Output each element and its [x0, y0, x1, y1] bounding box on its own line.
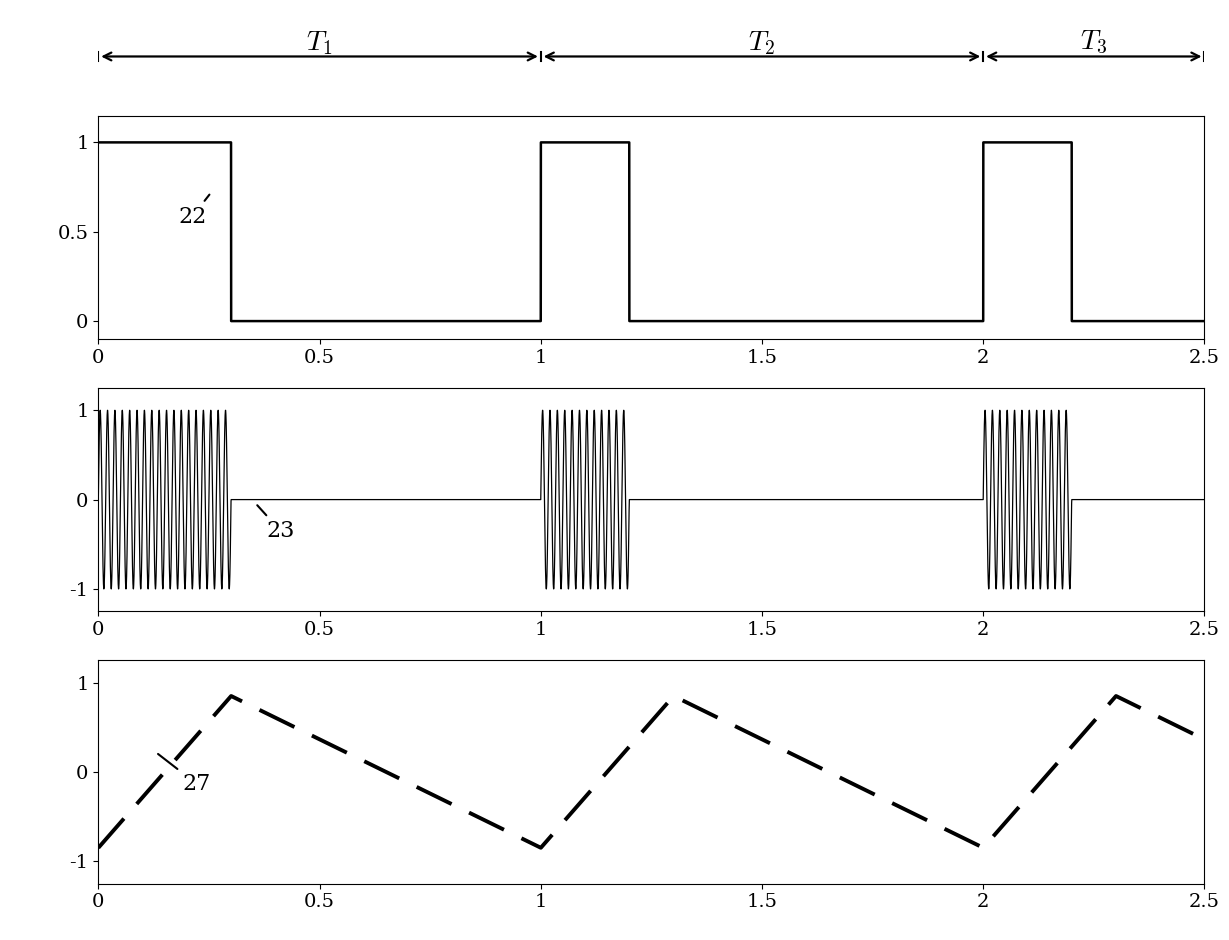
Text: 22: 22	[178, 195, 209, 227]
Text: $T_3$: $T_3$	[1080, 29, 1107, 56]
Text: $T_2$: $T_2$	[748, 29, 775, 56]
Text: 23: 23	[257, 505, 295, 542]
Text: $T_1$: $T_1$	[306, 29, 333, 56]
Text: 27: 27	[159, 754, 210, 795]
